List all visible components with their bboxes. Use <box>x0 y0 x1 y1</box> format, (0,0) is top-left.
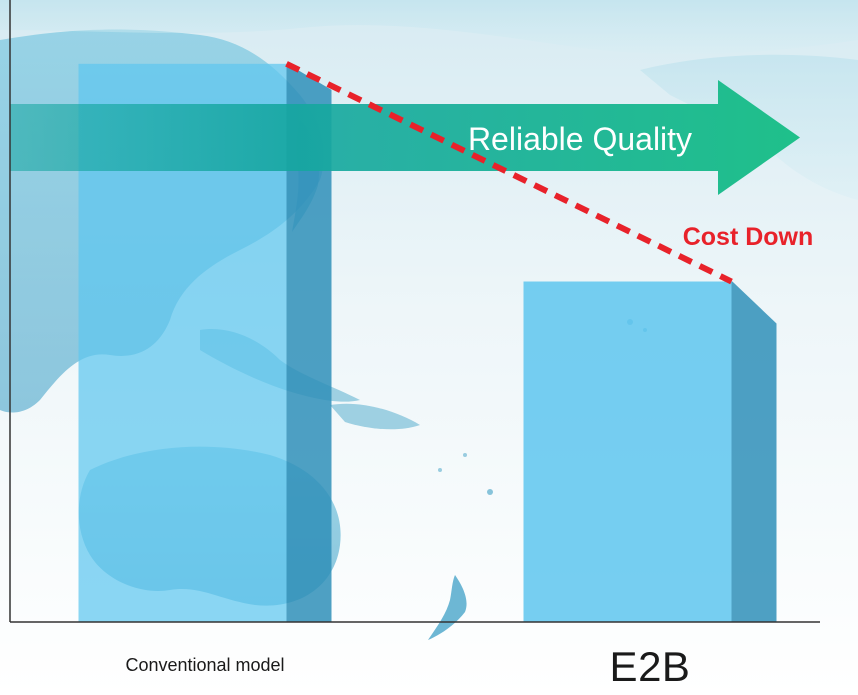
category-label-conventional-model: Conventional model <box>125 655 285 675</box>
quality-arrow: Reliable Quality <box>10 80 800 195</box>
map-new-zealand <box>428 575 467 640</box>
map-north <box>0 0 858 55</box>
bar-e2b <box>523 281 732 622</box>
cost-trend-layer: Cost Down <box>285 61 814 285</box>
bar-side-e2b <box>731 281 777 622</box>
quality-arrow-shape <box>10 80 800 195</box>
bar-side-conventional-model <box>286 63 332 623</box>
cost-down-trend-line <box>285 61 733 285</box>
map-new-guinea <box>330 403 420 430</box>
quality-arrow-label: Reliable Quality <box>468 121 692 157</box>
category-label-e2b: E2B <box>609 643 691 690</box>
cost-down-label: Cost Down <box>683 223 814 251</box>
